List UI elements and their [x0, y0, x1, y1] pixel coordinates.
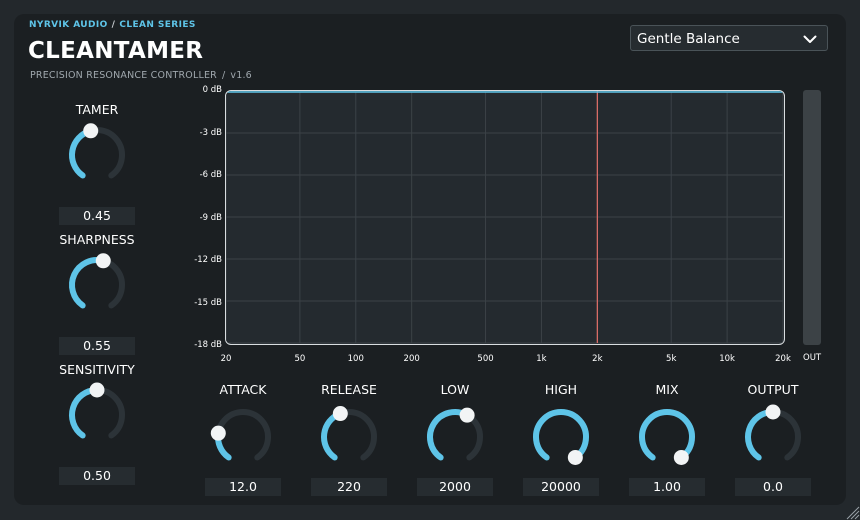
low-knob-group: LOW 2000 [417, 380, 493, 496]
y-tick-label: 0 dB [202, 85, 222, 95]
tamer-knob[interactable] [59, 120, 135, 190]
high-knob[interactable] [523, 402, 599, 472]
version-label: v1.6 [230, 70, 252, 81]
mix-knob-handle[interactable] [673, 449, 689, 465]
resize-grip-icon[interactable] [842, 502, 860, 520]
x-tick-label: 50 [294, 354, 306, 364]
output-knob[interactable] [735, 402, 811, 472]
sensitivity-label: SENSITIVITY [59, 362, 135, 377]
low-knob-handle[interactable] [459, 407, 475, 423]
mix-knob[interactable] [629, 402, 705, 472]
release-label: RELEASE [321, 382, 377, 397]
spectrum-graph[interactable] [225, 90, 785, 345]
sharpness-knob[interactable] [59, 250, 135, 320]
release-knob-group: RELEASE 220 [311, 380, 387, 496]
preset-dropdown[interactable]: Gentle Balance [630, 25, 828, 51]
brand-breadcrumb: NYRVIK AUDIO / CLEAN SERIES [29, 20, 196, 30]
mix-label: MIX [655, 382, 679, 397]
sharpness-knob-fill [69, 257, 107, 309]
attack-knob-handle[interactable] [210, 425, 226, 441]
x-tick-label: 5k [666, 354, 677, 364]
tamer-knob-group: TAMER 0.45 [59, 100, 135, 225]
breadcrumb-separator: / [111, 20, 116, 30]
sharpness-knob-handle[interactable] [95, 253, 111, 269]
tamer-value[interactable]: 0.45 [59, 207, 135, 225]
output-knob-handle[interactable] [765, 404, 781, 420]
x-tick-label: 1k [536, 354, 547, 364]
mix-knob-group: MIX 1.00 [629, 380, 705, 496]
subtitle-text: PRECISION RESONANCE CONTROLLER [30, 70, 217, 81]
tamer-knob-handle[interactable] [83, 123, 99, 139]
output-meter [803, 90, 821, 345]
attack-value[interactable]: 12.0 [205, 478, 281, 496]
y-tick-label: -15 dB [194, 297, 222, 308]
attack-knob-group: ATTACK 12.0 [205, 380, 281, 496]
output-knob-group: OUTPUT 0.0 [735, 380, 811, 496]
plugin-subtitle: PRECISION RESONANCE CONTROLLER / v1.6 [30, 70, 252, 81]
subtitle-separator: / [221, 70, 226, 81]
series-name: CLEAN SERIES [119, 20, 196, 30]
high-label: HIGH [544, 382, 578, 397]
x-tick-label: 100 [347, 354, 364, 364]
high-knob-fill [533, 409, 589, 461]
output-value[interactable]: 0.0 [735, 478, 811, 496]
high-knob-handle[interactable] [567, 449, 583, 465]
mix-value[interactable]: 1.00 [629, 478, 705, 496]
release-knob[interactable] [311, 402, 387, 472]
output-meter-label: OUT [803, 353, 822, 363]
preset-selected-value: Gentle Balance [637, 31, 740, 47]
sharpness-label: SHARPNESS [59, 232, 135, 247]
y-tick-label: -18 dB [194, 340, 222, 350]
x-tick-label: 2k [592, 354, 603, 364]
y-tick-label: -9 dB [199, 212, 222, 223]
brand-name: NYRVIK AUDIO [29, 20, 108, 30]
attack-knob[interactable] [205, 402, 281, 472]
x-tick-label: 10k [719, 354, 735, 364]
attack-label: ATTACK [219, 382, 267, 397]
sensitivity-knob-fill [69, 387, 100, 439]
low-knob[interactable] [417, 402, 493, 472]
low-value[interactable]: 2000 [417, 478, 493, 496]
graph-grid [226, 91, 784, 344]
release-value[interactable]: 220 [311, 478, 387, 496]
sharpness-value[interactable]: 0.55 [59, 337, 135, 355]
output-knob-fill [745, 409, 776, 461]
y-tick-label: -3 dB [199, 127, 222, 138]
x-tick-label: 20k [775, 354, 791, 364]
chevron-down-icon [803, 35, 817, 43]
sensitivity-value[interactable]: 0.50 [59, 467, 135, 485]
low-label: LOW [440, 382, 470, 397]
sharpness-knob-group: SHARPNESS 0.55 [59, 230, 135, 355]
x-tick-label: 500 [477, 354, 494, 364]
release-knob-handle[interactable] [332, 406, 348, 422]
x-tick-label: 20 [220, 354, 232, 364]
sensitivity-knob-handle[interactable] [89, 382, 105, 398]
high-value[interactable]: 20000 [523, 478, 599, 496]
mix-knob-fill [639, 409, 695, 461]
high-knob-group: HIGH 20000 [523, 380, 599, 496]
low-knob-fill [427, 409, 471, 461]
output-label: OUTPUT [747, 382, 799, 397]
y-tick-label: -12 dB [194, 255, 222, 265]
y-tick-label: -6 dB [199, 170, 222, 180]
tamer-label: TAMER [75, 102, 119, 117]
plugin-title: CLEANTAMER [28, 38, 204, 64]
x-tick-label: 200 [403, 354, 420, 364]
sensitivity-knob-group: SENSITIVITY 0.50 [59, 360, 135, 485]
sensitivity-knob[interactable] [59, 380, 135, 450]
